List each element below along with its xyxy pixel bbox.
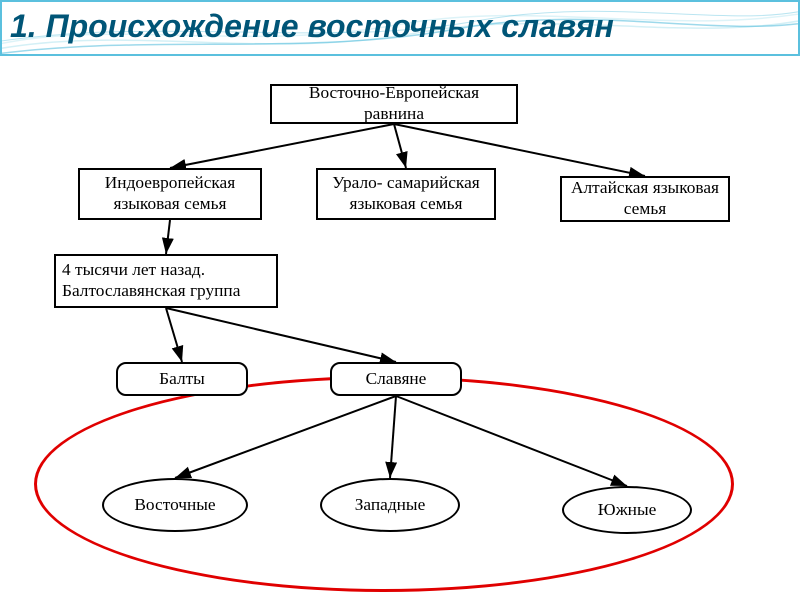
node-balto: 4 тысячи лет назад. Балтославянская груп…: [54, 254, 278, 308]
node-altai-label-1: Алтайская языковая: [571, 178, 719, 199]
node-uralo-label-2: языковая семья: [349, 194, 462, 215]
node-west-label: Западные: [355, 495, 426, 515]
node-slavs-label: Славяне: [366, 369, 427, 389]
node-uralo-label-1: Урало- самарийская: [332, 173, 480, 194]
node-west: Западные: [320, 478, 460, 532]
node-altai-label-2: семья: [624, 199, 666, 220]
node-east: Восточные: [102, 478, 248, 532]
node-indo: Индоевропейская языковая семья: [78, 168, 262, 220]
node-slavs: Славяне: [330, 362, 462, 396]
node-root: Восточно-Европейская равнина: [270, 84, 518, 124]
node-balts: Балты: [116, 362, 248, 396]
node-balto-label-1: 4 тысячи лет назад.: [62, 260, 205, 281]
node-root-label: Восточно-Европейская равнина: [278, 83, 510, 125]
node-altai: Алтайская языковая семья: [560, 176, 730, 222]
node-balts-label: Балты: [159, 369, 205, 389]
node-east-label: Восточные: [134, 495, 215, 515]
node-indo-label: Индоевропейская языковая семья: [86, 173, 254, 215]
node-uralo: Урало- самарийская языковая семья: [316, 168, 496, 220]
node-south: Южные: [562, 486, 692, 534]
node-south-label: Южные: [598, 500, 657, 520]
title-bar: 1. Происхождение восточных славян: [0, 0, 800, 56]
page-title: 1. Происхождение восточных славян: [10, 8, 614, 45]
node-balto-label-2: Балтославянская группа: [62, 281, 240, 302]
diagram: Восточно-Европейская равнина Индоевропей…: [0, 72, 800, 592]
